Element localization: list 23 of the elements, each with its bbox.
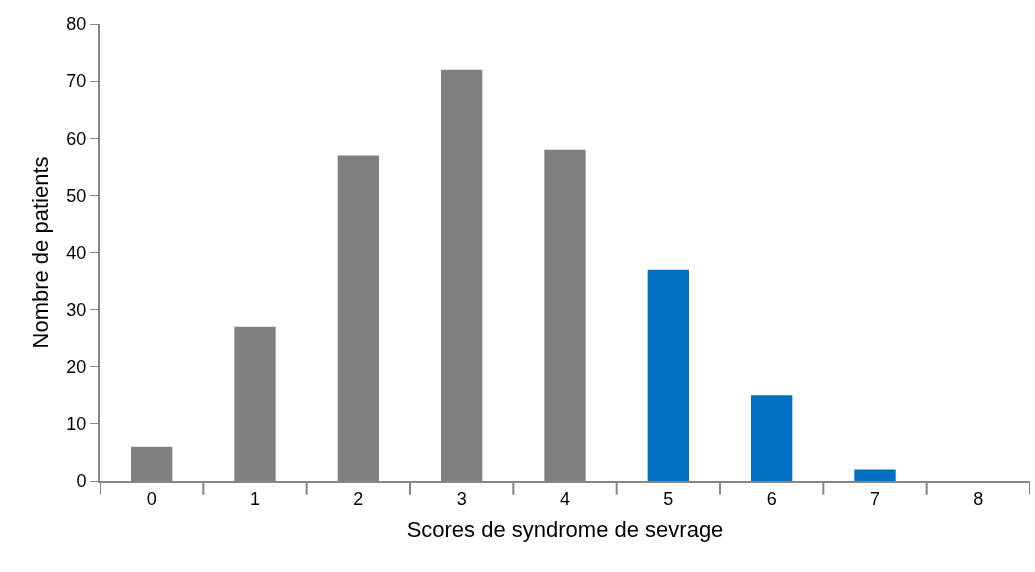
- y-tick-label: 30: [66, 299, 87, 320]
- y-axis-title: Nombre de patients: [27, 156, 53, 349]
- x-tick-label: 8: [973, 488, 984, 509]
- x-tick-label: 5: [663, 488, 674, 509]
- x-tick-label: 6: [766, 488, 777, 509]
- y-tick-label: 80: [66, 14, 87, 35]
- x-tick-label: 4: [559, 488, 571, 509]
- bar: [647, 269, 689, 481]
- x-axis-title: Scores de syndrome de sevrage: [406, 517, 724, 542]
- x-tick-label: 7: [869, 488, 881, 509]
- y-tick-label: 20: [66, 357, 87, 378]
- x-tick-label: 3: [456, 488, 467, 509]
- y-tick-label: 70: [66, 71, 87, 92]
- x-tick-label: 1: [249, 488, 261, 509]
- y-tick-label: 60: [66, 128, 87, 149]
- bar: [751, 395, 793, 481]
- bar: [854, 469, 896, 481]
- y-tick-label: 50: [66, 185, 87, 206]
- y-tick-label: 40: [66, 242, 87, 263]
- y-tick-label: 0: [76, 471, 87, 492]
- y-tick-label: 10: [66, 414, 87, 435]
- x-tick-label: 0: [146, 488, 157, 509]
- x-tick-label: 2: [353, 488, 364, 509]
